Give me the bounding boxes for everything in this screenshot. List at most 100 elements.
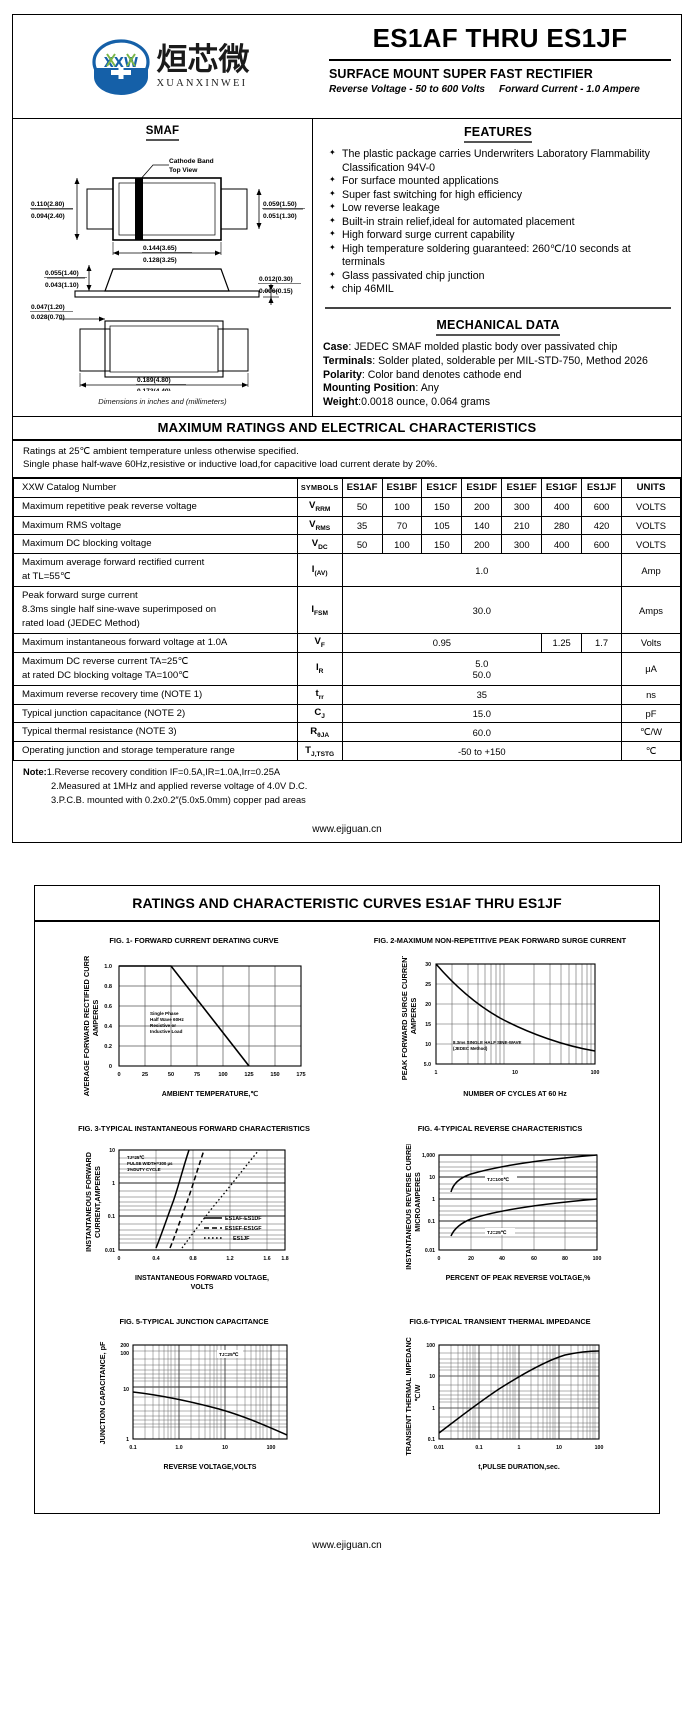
fig5-annotation-text: TJ=25℃ [219, 1351, 239, 1358]
table-row: Maximum DC reverse current TA=25℃ at rate… [13, 651, 681, 686]
feature-item: The plastic package carries Underwriters… [329, 148, 673, 175]
fig3-xlabel-l2: VOLTS [191, 1284, 214, 1291]
fig1-xtick: 0 [117, 1072, 120, 1078]
fig4-curve-label-cold: TJ=25℃ [487, 1229, 507, 1236]
ratings-banner: MAXIMUM RATINGS AND ELECTRICAL CHARACTER… [13, 417, 681, 441]
fig1-annotation-l3: Resistive or [150, 1023, 176, 1028]
cell-value: 50 [341, 534, 383, 555]
fig5-ytick: 200 [120, 1343, 129, 1349]
footnotes: Note:1.Reverse recovery condition IF=0.5… [13, 761, 681, 816]
cell-unit: ns [621, 684, 681, 705]
note-1: 1.Reverse recovery condition IF=0.5A,IR=… [46, 767, 281, 778]
table-row: Maximum average forward rectified curren… [13, 553, 681, 588]
condition-line-1: Ratings at 25℃ ambient temperature unles… [23, 445, 299, 457]
fig2-ytick: 10 [425, 1042, 431, 1048]
cell-unit: VOLTS [621, 534, 681, 555]
brand-logo: XXW 烜芯微 XUANXINWEI [13, 15, 313, 118]
cell-value: 105 [421, 515, 463, 536]
fig4-xtick: 20 [468, 1256, 474, 1262]
fig6-xtick: 0.1 [475, 1445, 482, 1451]
features-list: The plastic package carries Underwriters… [323, 148, 673, 297]
cell-value: 300 [501, 496, 543, 517]
fig6-xtick: 0.01 [434, 1445, 444, 1451]
table-row: Typical thermal resistance (NOTE 3) RθJA… [13, 722, 681, 743]
fig1-xtick: 25 [142, 1072, 148, 1078]
fig3-ytick: 1 [112, 1181, 115, 1187]
row-symbol: I(AV) [296, 553, 343, 588]
ratings-table: XXW Catalog Number SYMBOLS ES1AF ES1BF E… [13, 477, 681, 762]
cell-value: 50 [341, 496, 383, 517]
figure-1-title: FIG. 1- FORWARD CURRENT DERATING CURVE [109, 936, 279, 946]
row-label: Maximum average forward rectified curren… [13, 553, 298, 588]
cell-unit: Volts [621, 632, 681, 653]
dim-a-bot: 0.094(2.40) [31, 213, 65, 220]
figure-3: FIG. 3-TYPICAL INSTANTANEOUS FORWARD CHA… [41, 1120, 347, 1307]
figure-1: FIG. 1- FORWARD CURRENT DERATING CURVE 1… [41, 932, 347, 1114]
fig1-annotation-l1: Single Phase [150, 1011, 179, 1016]
fig3-annotation-l1: TJ=25℃ [127, 1155, 144, 1160]
table-row: Maximum RMS voltage VRMS 35 70 105 140 2… [13, 515, 681, 536]
fig2-xtick: 1 [435, 1070, 438, 1076]
cell-unit: VOLTS [621, 515, 681, 536]
fig6-xlabel: t,PULSE DURATION,sec. [478, 1464, 560, 1471]
fig4-xtick: 100 [593, 1256, 602, 1262]
mech-weight: Weight:0.0018 ounce, 0.064 grams [323, 396, 491, 409]
fig1-annotation-l2: Half Wave 60Hz [150, 1017, 184, 1022]
fig3-xtick: 0.8 [189, 1256, 196, 1262]
dim-b-bot: 0.051(1.30) [263, 213, 297, 220]
dim-c-top: 0.144(3.65) [143, 245, 177, 252]
cell-unit: Amps [621, 586, 681, 634]
cell-value-vf1: 0.95 [341, 632, 543, 653]
fig3-annotation-l2: PULSE WIDTH=300 μs [127, 1161, 173, 1166]
col-part-es1bf: ES1BF [381, 477, 423, 498]
feature-item: chip 46MIL [329, 283, 673, 297]
fig4-ytick: 0.01 [425, 1248, 435, 1254]
dim-d-bot: 0.043(1.10) [45, 282, 79, 289]
fig6-xtick: 1 [518, 1445, 521, 1451]
condition-line-2: Single phase half-wave 60Hz,resistive or… [23, 458, 438, 470]
col-catalog-number: XXW Catalog Number [13, 477, 298, 498]
brand-name-cn: 烜芯微 [156, 41, 250, 78]
page2-website[interactable]: www.ejiguan.cn [312, 1540, 382, 1552]
product-subtitle: SURFACE MOUNT SUPER FAST RECTIFIER [329, 67, 593, 81]
fig4-ylabel-l1: INSTANTANEOUS REVERSE CURRENT, [404, 1144, 413, 1270]
figure-3-title: FIG. 3-TYPICAL INSTANTANEOUS FORWARD CHA… [78, 1124, 310, 1134]
table-row: Maximum repetitive peak reverse voltage … [13, 496, 681, 517]
col-part-es1gf: ES1GF [541, 477, 583, 498]
col-symbols: SYMBOLS [296, 477, 343, 498]
svg-text:XXW: XXW [103, 56, 137, 71]
fig2-ylabel-l1: PEAK FORWARD SURGE CURRENT, [400, 956, 409, 1080]
fig5-ytick: 10 [123, 1387, 129, 1393]
page2-frame: RATINGS AND CHARACTERISTIC CURVES ES1AF … [34, 885, 660, 1515]
datasheet-page-2: RATINGS AND CHARACTERISTIC CURVES ES1AF … [0, 885, 694, 1566]
fig2-xtick: 100 [591, 1070, 600, 1076]
feature-item: High temperature soldering guaranteed: 2… [329, 243, 673, 270]
row-symbol: VRRM [296, 496, 343, 517]
cell-value-span: 30.0 [341, 586, 623, 634]
cell-unit: VOLTS [621, 496, 681, 517]
cathode-band-label-l2: Top View [169, 167, 198, 174]
cell-value: 70 [381, 515, 423, 536]
fig1-ytick: 0 [109, 1064, 112, 1070]
figure-6: FIG.6-TYPICAL TRANSIENT THERMAL IMPEDANC… [347, 1313, 653, 1495]
fig2-ytick: 25 [425, 982, 431, 988]
fig5-ytick: 1 [126, 1437, 129, 1443]
note-2: 2.Measured at 1MHz and applied reverse v… [51, 781, 308, 792]
fig4-ylabel-l2: MICROAMPERES [413, 1172, 422, 1232]
dim-d-top: 0.055(1.40) [45, 270, 79, 277]
product-specs-line: Reverse Voltage - 50 to 600 Volts Forward… [329, 84, 671, 95]
cell-value: 100 [381, 496, 423, 517]
row-symbol: VF [296, 632, 343, 653]
row-symbol: IR [296, 651, 343, 686]
fig1-ytick: 0.2 [104, 1044, 112, 1050]
cell-unit: pF [621, 703, 681, 724]
fig6-ylabel-l2: ℃/W [413, 1384, 422, 1401]
page1-website[interactable]: www.ejiguan.cn [312, 824, 382, 836]
fig2-ytick: 30 [425, 962, 431, 968]
figure-4: FIG. 4-TYPICAL REVERSE CHARACTERISTICS [347, 1120, 653, 1307]
fig6-ylabel-l1: TRANSIENT THERMAL IMPEDANCE, [404, 1337, 413, 1456]
fig5-annotation: TJ=25℃ [217, 1350, 243, 1359]
fig5-xtick: 100 [267, 1445, 276, 1451]
fig2-ytick: 5.0 [424, 1062, 431, 1068]
package-drawing-panel: SMAF [13, 119, 313, 416]
